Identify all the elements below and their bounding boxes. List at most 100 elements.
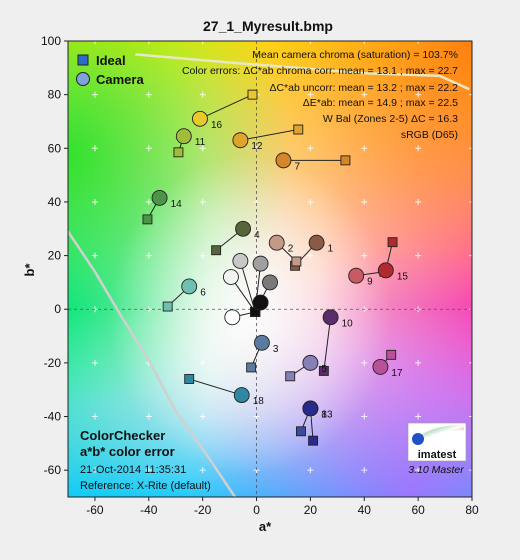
grid-marker bbox=[91, 413, 98, 420]
patch-label: 12 bbox=[251, 141, 263, 152]
grid-marker bbox=[91, 145, 98, 152]
patch-label: 11 bbox=[195, 137, 206, 148]
stats-line-5: W Bal (Zones 2-5) ΔC = 16.3 bbox=[323, 113, 458, 125]
camera-marker bbox=[181, 278, 198, 295]
legend: Ideal Camera bbox=[76, 53, 144, 87]
plot-frame bbox=[67, 40, 473, 498]
ideal-marker bbox=[142, 214, 153, 225]
x-tick-label: -60 bbox=[86, 503, 104, 517]
camera-marker bbox=[175, 128, 192, 145]
x-tick-label: 60 bbox=[411, 503, 425, 517]
legend-camera-marker bbox=[76, 72, 90, 86]
grid-marker bbox=[91, 359, 98, 366]
grid-marker bbox=[91, 41, 98, 44]
stats-line-2: Color errors: ΔC*ab chroma corr: mean = … bbox=[182, 65, 458, 77]
y-tick-label: 100 bbox=[41, 34, 61, 48]
patch-label: 15 bbox=[397, 271, 409, 282]
ideal-marker bbox=[308, 435, 319, 446]
grid-marker bbox=[145, 413, 152, 420]
error-vector bbox=[189, 378, 242, 396]
grid-marker bbox=[199, 467, 206, 474]
ideal-marker bbox=[246, 362, 257, 373]
patch-label: 18 bbox=[253, 396, 265, 407]
imatest-logo: imatest 3.10 Master bbox=[407, 422, 467, 476]
ideal-marker bbox=[386, 349, 397, 360]
grid-marker bbox=[91, 467, 98, 474]
stats-line-3: ΔC*ab uncorr: mean = 13.2 ; max = 22.2 bbox=[269, 82, 458, 94]
grid-marker bbox=[145, 41, 152, 44]
grid-marker bbox=[469, 359, 472, 366]
axes: -60 -40 -20 0 20 40 60 80 -60 -40 -20 0 20 40 60 80 100 bbox=[41, 34, 479, 517]
grid-marker bbox=[307, 467, 314, 474]
x-tick-label: -20 bbox=[194, 503, 212, 517]
grid-marker bbox=[199, 91, 206, 98]
camera-marker bbox=[348, 267, 365, 284]
grid-marker bbox=[199, 41, 206, 44]
grid-marker bbox=[415, 198, 422, 205]
chart-subtitle: a*b* color error bbox=[80, 444, 175, 459]
ideal-marker bbox=[247, 89, 258, 100]
patch-label: 9 bbox=[367, 277, 373, 288]
grid-marker bbox=[469, 145, 472, 152]
patch-label: 13 bbox=[321, 409, 333, 420]
y-tick-label: -40 bbox=[44, 410, 62, 424]
camera-marker bbox=[224, 309, 241, 326]
camera-marker bbox=[252, 294, 269, 311]
ideal-marker bbox=[211, 245, 222, 256]
error-vector bbox=[199, 94, 253, 120]
x-tick-label: -40 bbox=[140, 503, 158, 517]
grid-marker bbox=[199, 359, 206, 366]
grid-marker bbox=[145, 145, 152, 152]
grid-marker bbox=[361, 413, 368, 420]
camera-marker bbox=[233, 387, 250, 404]
bottom-left-info: ColorChecker a*b* color error 21-Oct-201… bbox=[80, 428, 211, 492]
camera-marker bbox=[192, 110, 208, 127]
error-vector bbox=[323, 317, 332, 371]
grid-marker bbox=[361, 91, 368, 98]
ideal-marker bbox=[293, 124, 304, 135]
grid-marker bbox=[415, 467, 422, 474]
camera-marker bbox=[372, 358, 389, 375]
error-vector bbox=[240, 129, 299, 141]
grid-marker bbox=[199, 252, 206, 259]
camera-marker bbox=[275, 152, 292, 169]
grid-marker bbox=[361, 467, 368, 474]
camera-marker bbox=[262, 274, 278, 291]
grid-marker bbox=[199, 198, 206, 205]
x-tick-label: 80 bbox=[465, 503, 479, 517]
gamut-layer bbox=[68, 41, 472, 497]
grid-marker bbox=[307, 91, 314, 98]
legend-camera-label: Camera bbox=[96, 72, 144, 87]
patch-label: 4 bbox=[254, 230, 260, 241]
patch-label: 5 bbox=[321, 364, 327, 375]
grid-marker bbox=[199, 413, 206, 420]
grid-marker bbox=[415, 145, 422, 152]
grid-marker bbox=[145, 91, 152, 98]
patch-label: 3 bbox=[273, 344, 279, 355]
camera-marker bbox=[253, 334, 270, 351]
ideal-marker bbox=[291, 256, 302, 267]
grid-marker bbox=[307, 198, 314, 205]
y-tick-label: 40 bbox=[48, 195, 62, 209]
grid-marker bbox=[415, 413, 422, 420]
ideal-marker bbox=[184, 374, 195, 384]
grid-marker bbox=[199, 145, 206, 152]
grid-marker bbox=[469, 252, 472, 259]
grid-marker bbox=[361, 252, 368, 259]
grid-marker bbox=[145, 252, 152, 259]
patch-label: 8 bbox=[321, 409, 327, 420]
gamut-boundary bbox=[68, 53, 470, 497]
patch-label: 16 bbox=[211, 120, 223, 131]
patch-label: 7 bbox=[294, 161, 300, 172]
ideal-marker bbox=[296, 426, 306, 437]
patch-label: 2 bbox=[288, 244, 294, 255]
ideal-marker bbox=[285, 371, 296, 382]
chart-title: 27_1_Myresult.bmp bbox=[203, 18, 333, 34]
chart-name: ColorChecker bbox=[80, 428, 165, 443]
stats-line-1: Mean camera chroma (saturation) = 103.7% bbox=[252, 49, 458, 61]
grid-marker bbox=[469, 413, 472, 420]
stats-line-4: ΔE*ab: mean = 14.9 ; max = 22.5 bbox=[303, 97, 458, 109]
grid-marker bbox=[145, 467, 152, 474]
